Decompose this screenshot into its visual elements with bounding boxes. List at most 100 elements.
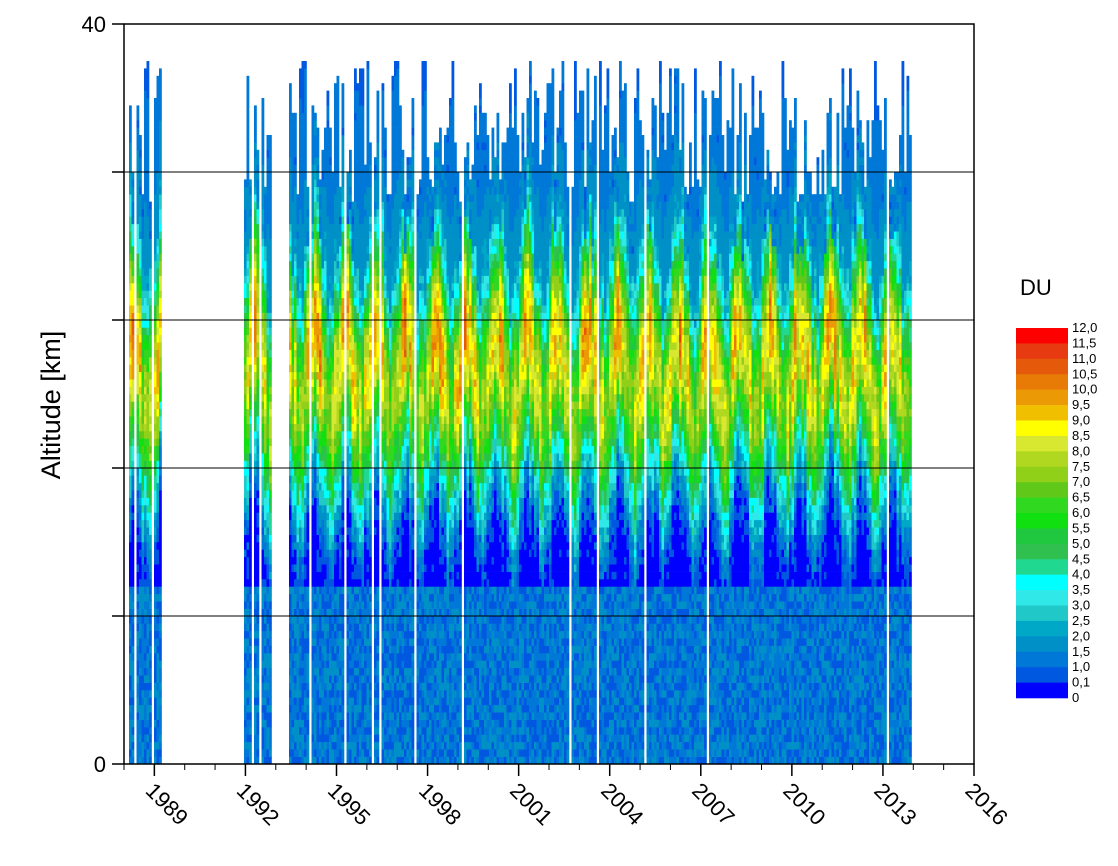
- heatmap-cell: [294, 290, 297, 299]
- heatmap-cell: [329, 564, 332, 572]
- heatmap-cell: [389, 660, 392, 669]
- heatmap-cell: [296, 468, 300, 476]
- heatmap-cell: [324, 157, 327, 165]
- heatmap-cell: [294, 386, 297, 395]
- heatmap-cell: [361, 75, 365, 84]
- heatmap-cell: [386, 497, 390, 506]
- heatmap-cell: [376, 201, 380, 210]
- heatmap-cell: [359, 667, 362, 676]
- heatmap-cell: [339, 660, 342, 669]
- heatmap-cell: [249, 445, 252, 454]
- heatmap-cell: [346, 253, 350, 262]
- heatmap-cell: [341, 608, 345, 617]
- heatmap-cell: [261, 231, 265, 239]
- heatmap-cell: [246, 83, 250, 91]
- heatmap-cell: [331, 253, 335, 262]
- heatmap-cell: [331, 423, 335, 432]
- heatmap-cell: [351, 482, 355, 491]
- heatmap-cell: [359, 482, 362, 491]
- heatmap-cell: [386, 667, 390, 676]
- heatmap-cell: [351, 246, 355, 254]
- heatmap-cell: [249, 556, 252, 565]
- heatmap-cell: [351, 423, 355, 432]
- heatmap-cell: [289, 231, 292, 239]
- heatmap-cell: [316, 268, 320, 276]
- heatmap-cell: [351, 601, 355, 609]
- heatmap-cell: [246, 741, 250, 750]
- heatmap-cell: [146, 135, 150, 143]
- heatmap-cell: [389, 704, 392, 713]
- heatmap-cell: [354, 616, 357, 624]
- heatmap-cell: [249, 623, 252, 632]
- heatmap-cell: [376, 312, 380, 321]
- heatmap-cell: [136, 756, 140, 765]
- heatmap-cell: [331, 290, 335, 299]
- heatmap-cell: [376, 164, 380, 173]
- heatmap-cell: [376, 601, 380, 609]
- heatmap-cell: [321, 690, 325, 698]
- heatmap-cell: [264, 379, 267, 387]
- heatmap-cell: [381, 186, 385, 195]
- heatmap-cell: [326, 734, 330, 743]
- heatmap-cell: [346, 512, 350, 521]
- heatmap-cell: [386, 482, 390, 491]
- heatmap-cell: [349, 704, 352, 713]
- heatmap-cell: [159, 482, 162, 491]
- heatmap-cell: [156, 741, 160, 750]
- heatmap-cell: [324, 734, 327, 743]
- heatmap-cell: [289, 312, 292, 321]
- heatmap-cell: [136, 216, 140, 225]
- heatmap-cell: [346, 712, 350, 720]
- heatmap-cell: [246, 438, 250, 447]
- heatmap-cell: [249, 216, 252, 225]
- heatmap-cell: [351, 386, 355, 395]
- heatmap-cell: [299, 105, 302, 114]
- heatmap-cell: [359, 283, 362, 291]
- heatmap-cell: [336, 312, 340, 321]
- heatmap-cell: [149, 305, 152, 313]
- heatmap-cell: [381, 445, 385, 454]
- heatmap-cell: [324, 542, 327, 550]
- heatmap-cell: [366, 201, 370, 210]
- heatmap-cell: [324, 630, 327, 639]
- heatmap-cell: [329, 334, 332, 343]
- heatmap-cell: [296, 704, 300, 713]
- heatmap-cell: [351, 297, 355, 306]
- heatmap-cell: [326, 408, 330, 417]
- heatmap-cell: [301, 149, 305, 158]
- heatmap-cell: [296, 519, 300, 528]
- heatmap-cell: [339, 223, 342, 232]
- heatmap-cell: [356, 675, 360, 683]
- heatmap-cell: [381, 749, 385, 757]
- heatmap-cell: [361, 505, 365, 513]
- heatmap-cell: [389, 445, 392, 454]
- heatmap-cell: [136, 571, 140, 580]
- heatmap-cell: [129, 275, 132, 284]
- heatmap-cell: [381, 179, 385, 188]
- heatmap-cell: [334, 172, 337, 180]
- heatmap-cell: [249, 408, 252, 417]
- heatmap-cell: [294, 157, 297, 165]
- heatmap-cell: [384, 334, 387, 343]
- heatmap-cell: [349, 616, 352, 624]
- heatmap-cell: [331, 305, 335, 313]
- heatmap-cell: [269, 283, 272, 291]
- heatmap-cell: [144, 105, 147, 114]
- heatmap-cell: [341, 297, 345, 306]
- heatmap-cell: [389, 571, 392, 580]
- heatmap-column: [146, 61, 150, 765]
- heatmap-cell: [266, 704, 270, 713]
- heatmap-cell: [369, 549, 372, 558]
- heatmap-cell: [139, 216, 142, 225]
- heatmap-cell: [376, 712, 380, 720]
- heatmap-cell: [364, 468, 367, 476]
- heatmap-cell: [326, 460, 330, 469]
- heatmap-cell: [326, 312, 330, 321]
- heatmap-cell: [366, 164, 370, 173]
- heatmap-cell: [354, 357, 357, 365]
- heatmap-cell: [389, 357, 392, 365]
- heatmap-cell: [244, 431, 247, 439]
- heatmap-cell: [326, 275, 330, 284]
- heatmap-cell: [306, 371, 310, 380]
- heatmap-cell: [306, 260, 310, 269]
